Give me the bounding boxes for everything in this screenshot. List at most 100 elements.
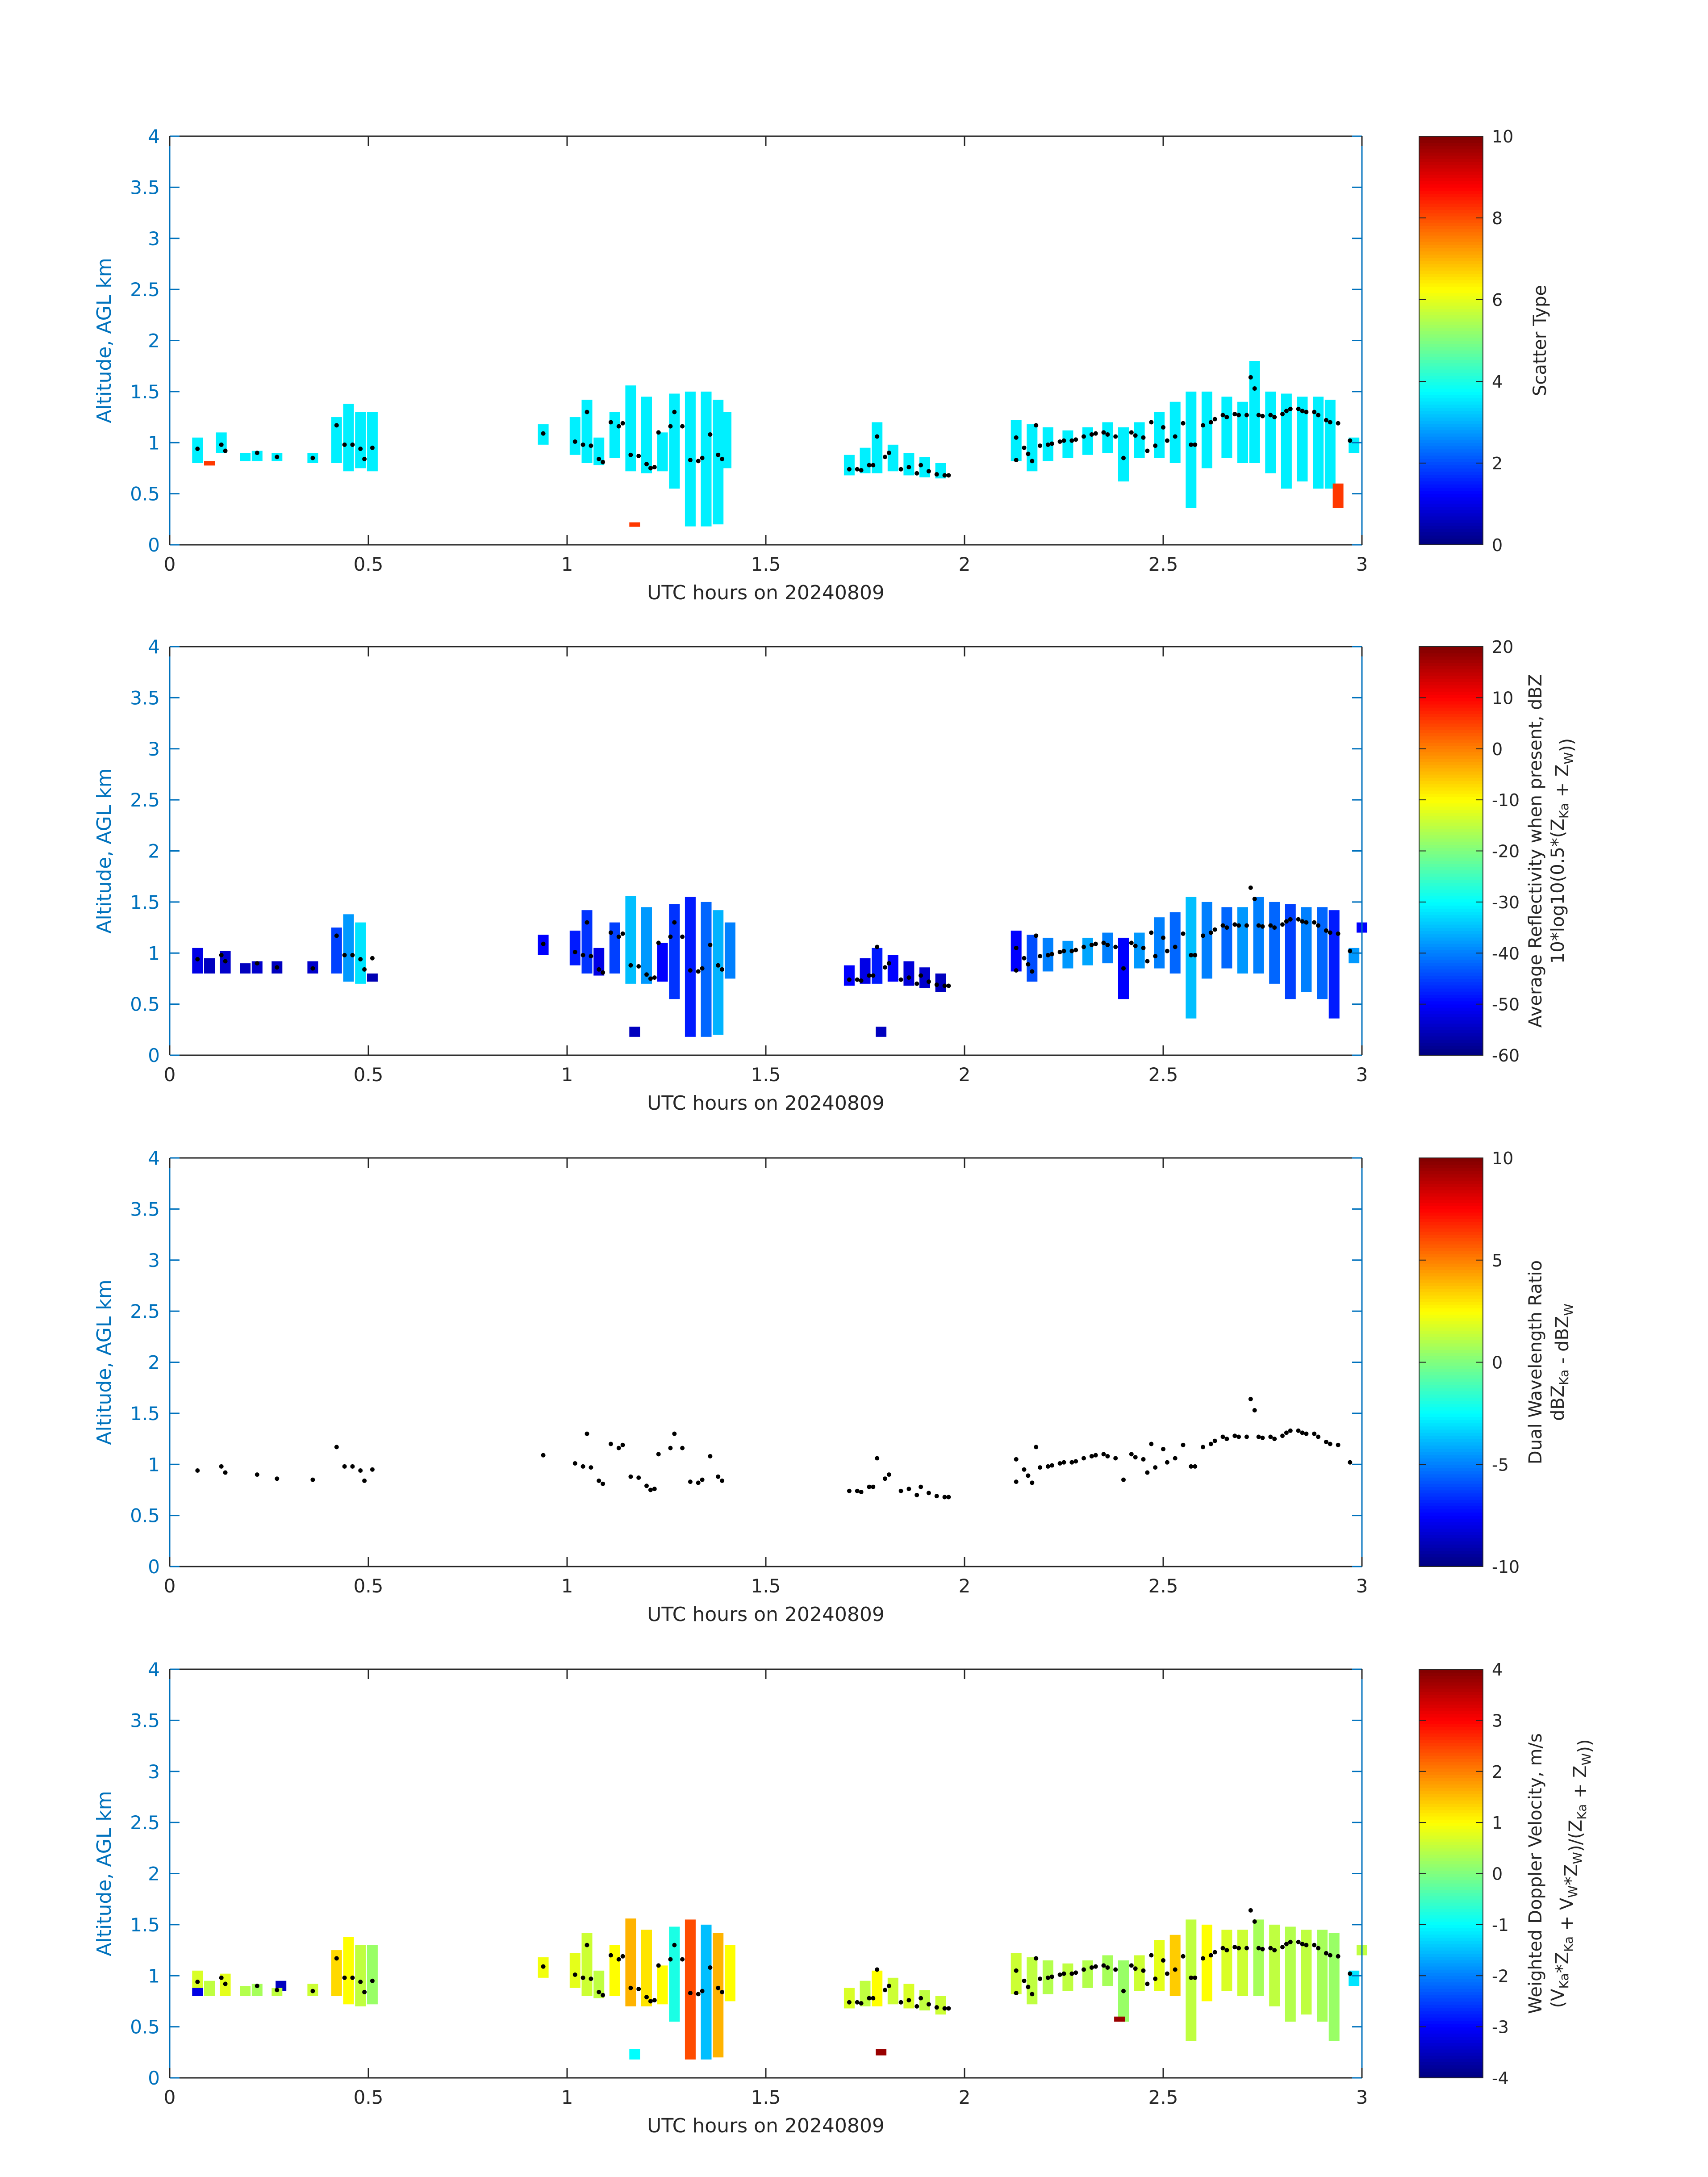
colorbar-swatch <box>1419 1439 1483 1443</box>
colorbar-swatch <box>1419 257 1483 261</box>
cloud-base-marker <box>867 1484 872 1489</box>
cloud-base-marker <box>1304 1943 1309 1947</box>
cloud-base-marker <box>934 472 939 477</box>
colorbar-swatch <box>1419 2007 1483 2011</box>
cloud-base-marker <box>1212 417 1217 422</box>
colorbar-swatch <box>1419 1880 1483 1884</box>
colorbar-swatch <box>1419 1726 1483 1730</box>
colorbar-swatch <box>1419 809 1483 813</box>
cloud-base-marker <box>716 1985 721 1990</box>
cloud-base-marker <box>688 968 693 973</box>
cloud-base-marker <box>1312 1431 1317 1436</box>
cloud-base-marker <box>919 1996 923 2001</box>
cloud-base-marker <box>1212 1438 1217 1443</box>
cloud-base-marker <box>1038 1976 1043 1981</box>
x-tick-label: 2 <box>959 2086 971 2108</box>
data-cell <box>1269 1924 1280 2006</box>
cloud-base-marker <box>362 456 367 461</box>
cloud-base-marker <box>1173 1456 1178 1461</box>
cloud-base-marker <box>1034 1445 1039 1450</box>
data-cell <box>343 1937 354 2005</box>
colorbar-swatch <box>1419 1209 1483 1213</box>
cloud-base-marker <box>1252 897 1257 902</box>
cloud-base-marker <box>342 1975 347 1980</box>
data-cell <box>629 1026 640 1037</box>
cloud-base-marker <box>1014 968 1019 973</box>
data-cell <box>876 1026 887 1037</box>
colorbar-swatch <box>1419 965 1483 969</box>
colorbar-tick-label: 0 <box>1492 535 1503 555</box>
cloud-base-marker <box>859 1490 864 1495</box>
cloud-base-marker <box>1288 1428 1293 1433</box>
cloud-base-marker <box>1268 923 1273 928</box>
cloud-base-marker <box>1220 413 1225 418</box>
data-cell <box>872 1970 883 2006</box>
colorbar-swatch <box>1419 800 1483 804</box>
cloud-base-marker <box>223 1470 228 1475</box>
cloud-base-marker <box>1224 1437 1229 1442</box>
colorbar-swatch <box>1419 1720 1483 1724</box>
colorbar-swatch <box>1419 1458 1483 1462</box>
colorbar-swatch <box>1419 1356 1483 1360</box>
colorbar-swatch <box>1419 327 1483 331</box>
colorbar-swatch <box>1419 2049 1483 2053</box>
colorbar-swatch <box>1419 1451 1483 1455</box>
data-cell <box>1328 1933 1340 2041</box>
cloud-base-marker <box>1038 1465 1043 1470</box>
cloud-base-marker <box>1324 1951 1328 1956</box>
colorbar: -60 -50 -40 -30 -20 -10 0 10 20 Average Reflectiv… <box>1419 637 1577 1066</box>
cloud-base-marker <box>1272 415 1277 420</box>
colorbar-swatch <box>1419 1924 1483 1928</box>
colorbar-swatch <box>1419 2068 1483 2072</box>
colorbar-swatch <box>1419 934 1483 938</box>
colorbar-swatch <box>1419 1842 1483 1845</box>
cloud-base-marker <box>334 933 339 938</box>
colorbar-swatch <box>1419 1353 1483 1357</box>
data-cell <box>1134 1955 1145 1991</box>
colorbar-swatch <box>1419 1557 1483 1561</box>
cloud-base-marker <box>1348 1971 1353 1976</box>
colorbar-swatch <box>1419 924 1483 928</box>
cloud-base-marker <box>1113 944 1118 949</box>
colorbar-swatch <box>1419 1187 1483 1191</box>
colorbar-swatch <box>1419 946 1483 950</box>
cloud-base-marker <box>1133 944 1138 949</box>
colorbar-swatch <box>1419 267 1483 271</box>
x-tick-label: 1 <box>561 2086 573 2108</box>
colorbar-swatch <box>1419 2023 1483 2027</box>
cloud-base-marker <box>1268 1434 1273 1439</box>
y-tick-label: 0.5 <box>130 2016 160 2038</box>
colorbar-swatch <box>1419 2001 1483 2005</box>
colorbar-swatch <box>1419 1899 1483 1903</box>
data-cell <box>713 910 724 1035</box>
colorbar-swatch <box>1419 1921 1483 1925</box>
cloud-base-marker <box>1348 1460 1353 1465</box>
colorbar-swatch <box>1419 260 1483 264</box>
colorbar-swatch <box>1419 443 1483 447</box>
cloud-base-marker <box>310 1989 315 1993</box>
cloud-base-marker <box>656 940 661 945</box>
colorbar-swatch <box>1419 526 1483 530</box>
data-cell <box>669 393 680 489</box>
data-cell <box>657 432 668 472</box>
data-cell <box>887 444 898 472</box>
colorbar-swatch <box>1419 1676 1483 1680</box>
x-tick-label: 0.5 <box>354 553 384 575</box>
colorbar-swatch <box>1419 2052 1483 2056</box>
cloud-base-marker <box>1232 922 1237 927</box>
colorbar-swatch <box>1419 1889 1483 1893</box>
colorbar: -10 -5 0 5 10 Dual Wavelength Ratio dBZKa - dB… <box>1419 1149 1576 1577</box>
data-cell <box>657 943 668 982</box>
colorbar-swatch <box>1419 487 1483 491</box>
colorbar-swatch <box>1419 1001 1483 1005</box>
colorbar-swatch <box>1419 2039 1483 2043</box>
colorbar-swatch <box>1419 2074 1483 2078</box>
y-tick-label: 2.5 <box>130 1300 160 1322</box>
x-tick-label: 2.5 <box>1148 2086 1178 2108</box>
colorbar: 0 2 4 6 8 10 Scatter Type <box>1419 127 1550 555</box>
cloud-base-marker <box>620 1442 625 1447</box>
x-tick-label: 1.5 <box>751 1064 781 1086</box>
data-cell <box>1134 932 1145 969</box>
cloud-base-marker <box>668 1957 673 1962</box>
x-tick-label: 0 <box>164 1575 176 1597</box>
